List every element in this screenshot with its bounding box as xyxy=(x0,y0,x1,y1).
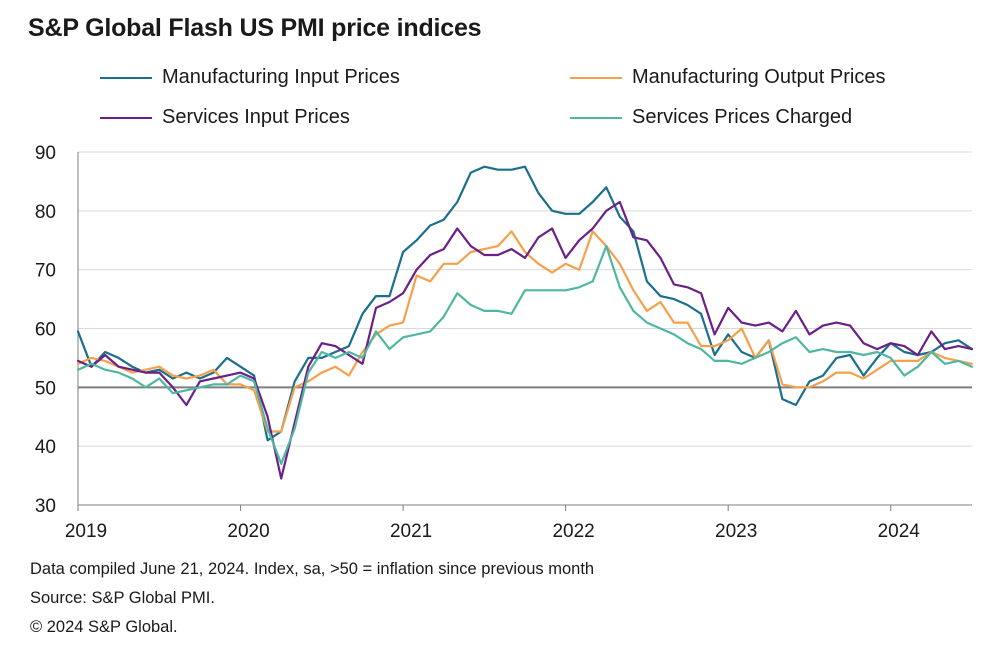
legend-swatch-manufacturing-input xyxy=(100,76,152,79)
legend-swatch-manufacturing-output xyxy=(570,76,622,79)
footer-source: Source: S&P Global PMI. xyxy=(30,589,215,607)
legend-label-manufacturing-output: Manufacturing Output Prices xyxy=(632,66,886,88)
legend-item-services-charged: Services Prices Charged xyxy=(570,106,852,129)
x-tick-label: 2024 xyxy=(878,521,921,542)
y-tick-label: 30 xyxy=(35,496,56,517)
legend-label-manufacturing-input: Manufacturing Input Prices xyxy=(162,66,400,88)
x-tick-label: 2023 xyxy=(715,521,757,542)
series-line-manufacturing-input-prices xyxy=(76,165,974,442)
footer-note: Data compiled June 21, 2024. Index, sa, … xyxy=(30,560,595,578)
y-tick-label: 40 xyxy=(35,437,56,458)
series-line-services-input-prices xyxy=(76,200,974,480)
legend-item-services-input: Services Input Prices xyxy=(100,106,350,129)
legend-swatch-services-input xyxy=(100,116,152,119)
legend-label-services-input: Services Input Prices xyxy=(162,106,350,128)
y-tick-label: 80 xyxy=(35,202,56,223)
series-line-services-prices-charged xyxy=(76,245,974,465)
legend-label-services-charged: Services Prices Charged xyxy=(632,106,853,128)
legend-item-manufacturing-input: Manufacturing Input Prices xyxy=(100,66,400,89)
y-tick-label: 50 xyxy=(35,378,56,399)
x-tick-label: 2020 xyxy=(227,521,269,542)
footer-copyright: © 2024 S&P Global. xyxy=(30,618,178,636)
x-tick-label: 2021 xyxy=(390,521,432,542)
series-line-manufacturing-output-prices xyxy=(76,230,974,433)
legend-item-manufacturing-output: Manufacturing Output Prices xyxy=(570,66,885,89)
y-tick-label: 70 xyxy=(35,261,56,282)
x-tick-label: 2022 xyxy=(552,521,594,542)
chart-title: S&P Global Flash US PMI price indices xyxy=(28,14,482,42)
x-tick-label: 2019 xyxy=(65,521,107,542)
y-tick-label: 60 xyxy=(35,320,56,341)
legend-swatch-services-charged xyxy=(570,116,622,119)
y-tick-label: 90 xyxy=(35,143,56,164)
